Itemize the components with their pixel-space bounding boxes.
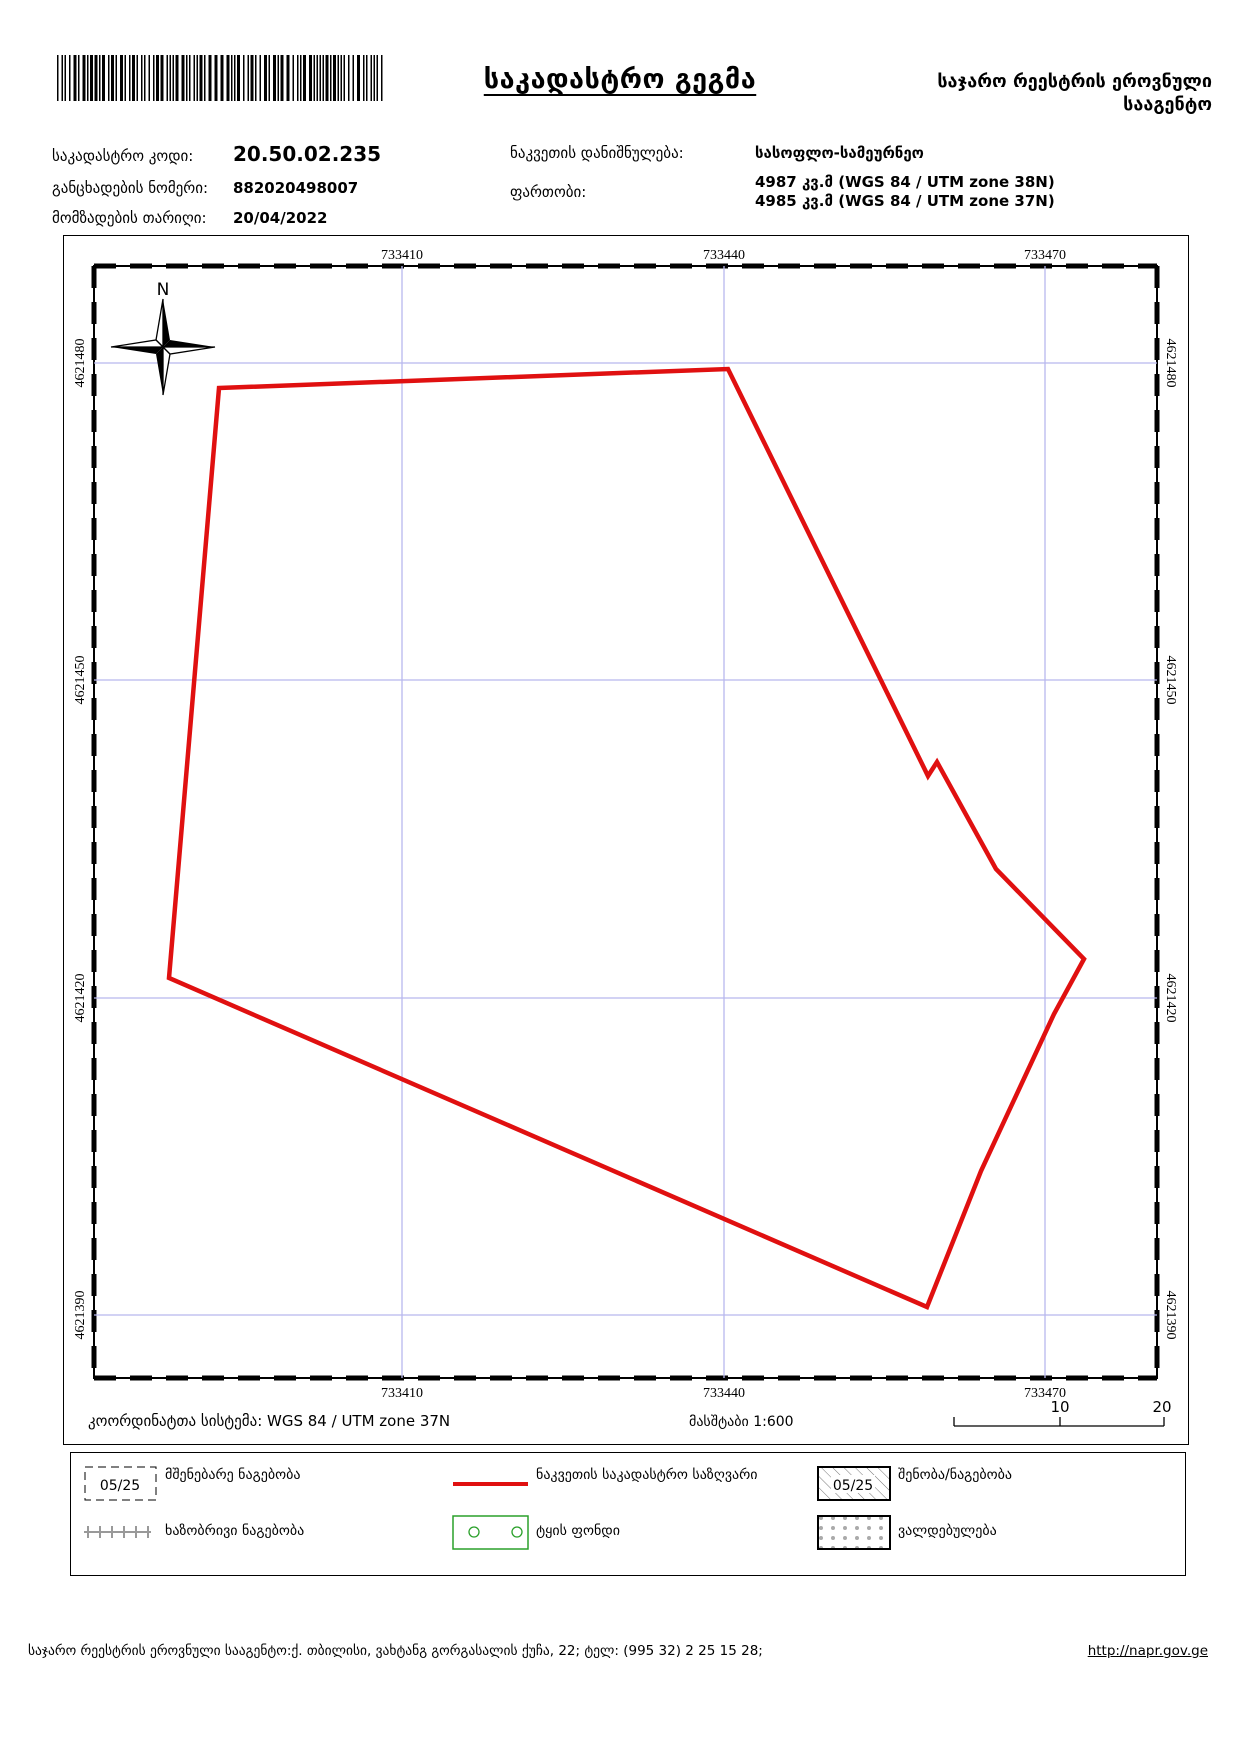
agency-name-line1: საჯარო რეესტრის ეროვნული <box>937 71 1212 92</box>
preparation-date-value: 20/04/2022 <box>233 209 328 227</box>
cadastral-map: 733410 733440 733470 733410 733440 73347… <box>73 248 1178 1430</box>
area-value-37n: 4985 კვ.მ (WGS 84 / UTM zone 37N) <box>755 192 1055 210</box>
x-tick-top-1: 733410 <box>381 248 423 263</box>
coordinate-system-label: კოორდინატთა სისტემა: WGS 84 / UTM zone 3… <box>88 1412 450 1430</box>
page-title: საკადასტრო გეგმა <box>483 64 757 95</box>
purpose-value: სასოფლო-სამეურნეო <box>755 144 924 162</box>
agency-name: საჯარო რეესტრის ეროვნული სააგენტო <box>937 70 1212 116</box>
legend-under-construction-label: მშენებარე ნაგებობა <box>165 1467 301 1483</box>
obligation-symbol <box>817 1515 891 1550</box>
footer-address: საჯარო რეესტრის ეროვნული სააგენტო:ქ. თბი… <box>28 1643 763 1659</box>
application-number-value: 882020498007 <box>233 179 359 197</box>
cadastral-code-value: 20.50.02.235 <box>233 142 382 166</box>
cadastral-code-label: საკადასტრო კოდი: <box>52 147 194 165</box>
north-arrow-icon: N <box>110 280 216 396</box>
x-tick-bottom-2: 733440 <box>703 1386 745 1401</box>
linear-structure-symbol <box>84 1526 151 1538</box>
x-tick-top-3: 733470 <box>1024 248 1066 263</box>
y-tick-left-3: 4621420 <box>73 974 88 1023</box>
legend-building-label: შენობა/ნაგებობა <box>898 1467 1013 1483</box>
y-tick-right-2: 4621450 <box>1163 656 1178 705</box>
building-symbol-text: 05/25 <box>833 1478 873 1494</box>
scale-bar <box>953 1417 1165 1427</box>
purpose-label: ნაკვეთის დანიშნულება: <box>510 144 684 162</box>
y-tick-left-4: 4621390 <box>73 1291 88 1340</box>
y-tick-right-3: 4621420 <box>1163 974 1178 1023</box>
grid <box>94 266 1157 1378</box>
legend-linear-structure-label: ხაზობრივი ნაგებობა <box>165 1523 305 1539</box>
border-ticks <box>91 263 1160 1381</box>
x-tick-bottom-3: 733470 <box>1024 1386 1066 1401</box>
building-symbol: 05/25 <box>817 1466 891 1501</box>
legend: 05/25 05/25 <box>70 1452 1186 1576</box>
y-tick-right-1: 4621480 <box>1163 339 1178 388</box>
under-construction-symbol-text: 05/25 <box>100 1478 140 1494</box>
under-construction-symbol: 05/25 <box>84 1466 157 1501</box>
map-frame: 733410 733440 733470 733410 733440 73347… <box>63 235 1189 1445</box>
scale-bar-label-10: 10 <box>1050 1398 1069 1416</box>
x-tick-bottom-1: 733410 <box>381 1386 423 1401</box>
legend-symbols: 05/25 05/25 <box>84 1466 891 1550</box>
barcode <box>57 55 383 101</box>
legend-obligation-label: ვალდებულება <box>898 1523 997 1539</box>
map-border <box>93 265 1158 1379</box>
north-label: N <box>157 280 170 300</box>
legend-forest-fund-label: ტყის ფონდი <box>536 1523 620 1539</box>
y-tick-left-2: 4621450 <box>73 656 88 705</box>
y-tick-left-1: 4621480 <box>73 339 88 388</box>
parcel-boundary <box>166 366 1087 1310</box>
scale-label: მასშტაბი 1:600 <box>689 1414 794 1430</box>
scale-bar-label-20: 20 <box>1152 1398 1171 1416</box>
area-label: ფართობი: <box>510 183 587 201</box>
preparation-date-label: მომზადების თარიღი: <box>52 209 207 227</box>
x-tick-top-2: 733440 <box>703 248 745 263</box>
application-number-label: განცხადების ნომერი: <box>52 179 209 197</box>
agency-name-line2: სააგენტო <box>1123 94 1212 115</box>
forest-fund-symbol <box>452 1515 529 1550</box>
area-value-38n: 4987 კვ.მ (WGS 84 / UTM zone 38N) <box>755 173 1055 191</box>
footer-link[interactable]: http://napr.gov.ge <box>1087 1643 1208 1659</box>
legend-parcel-boundary-label: ნაკვეთის საკადასტრო საზღვარი <box>536 1467 758 1483</box>
y-tick-right-4: 4621390 <box>1163 1291 1178 1340</box>
